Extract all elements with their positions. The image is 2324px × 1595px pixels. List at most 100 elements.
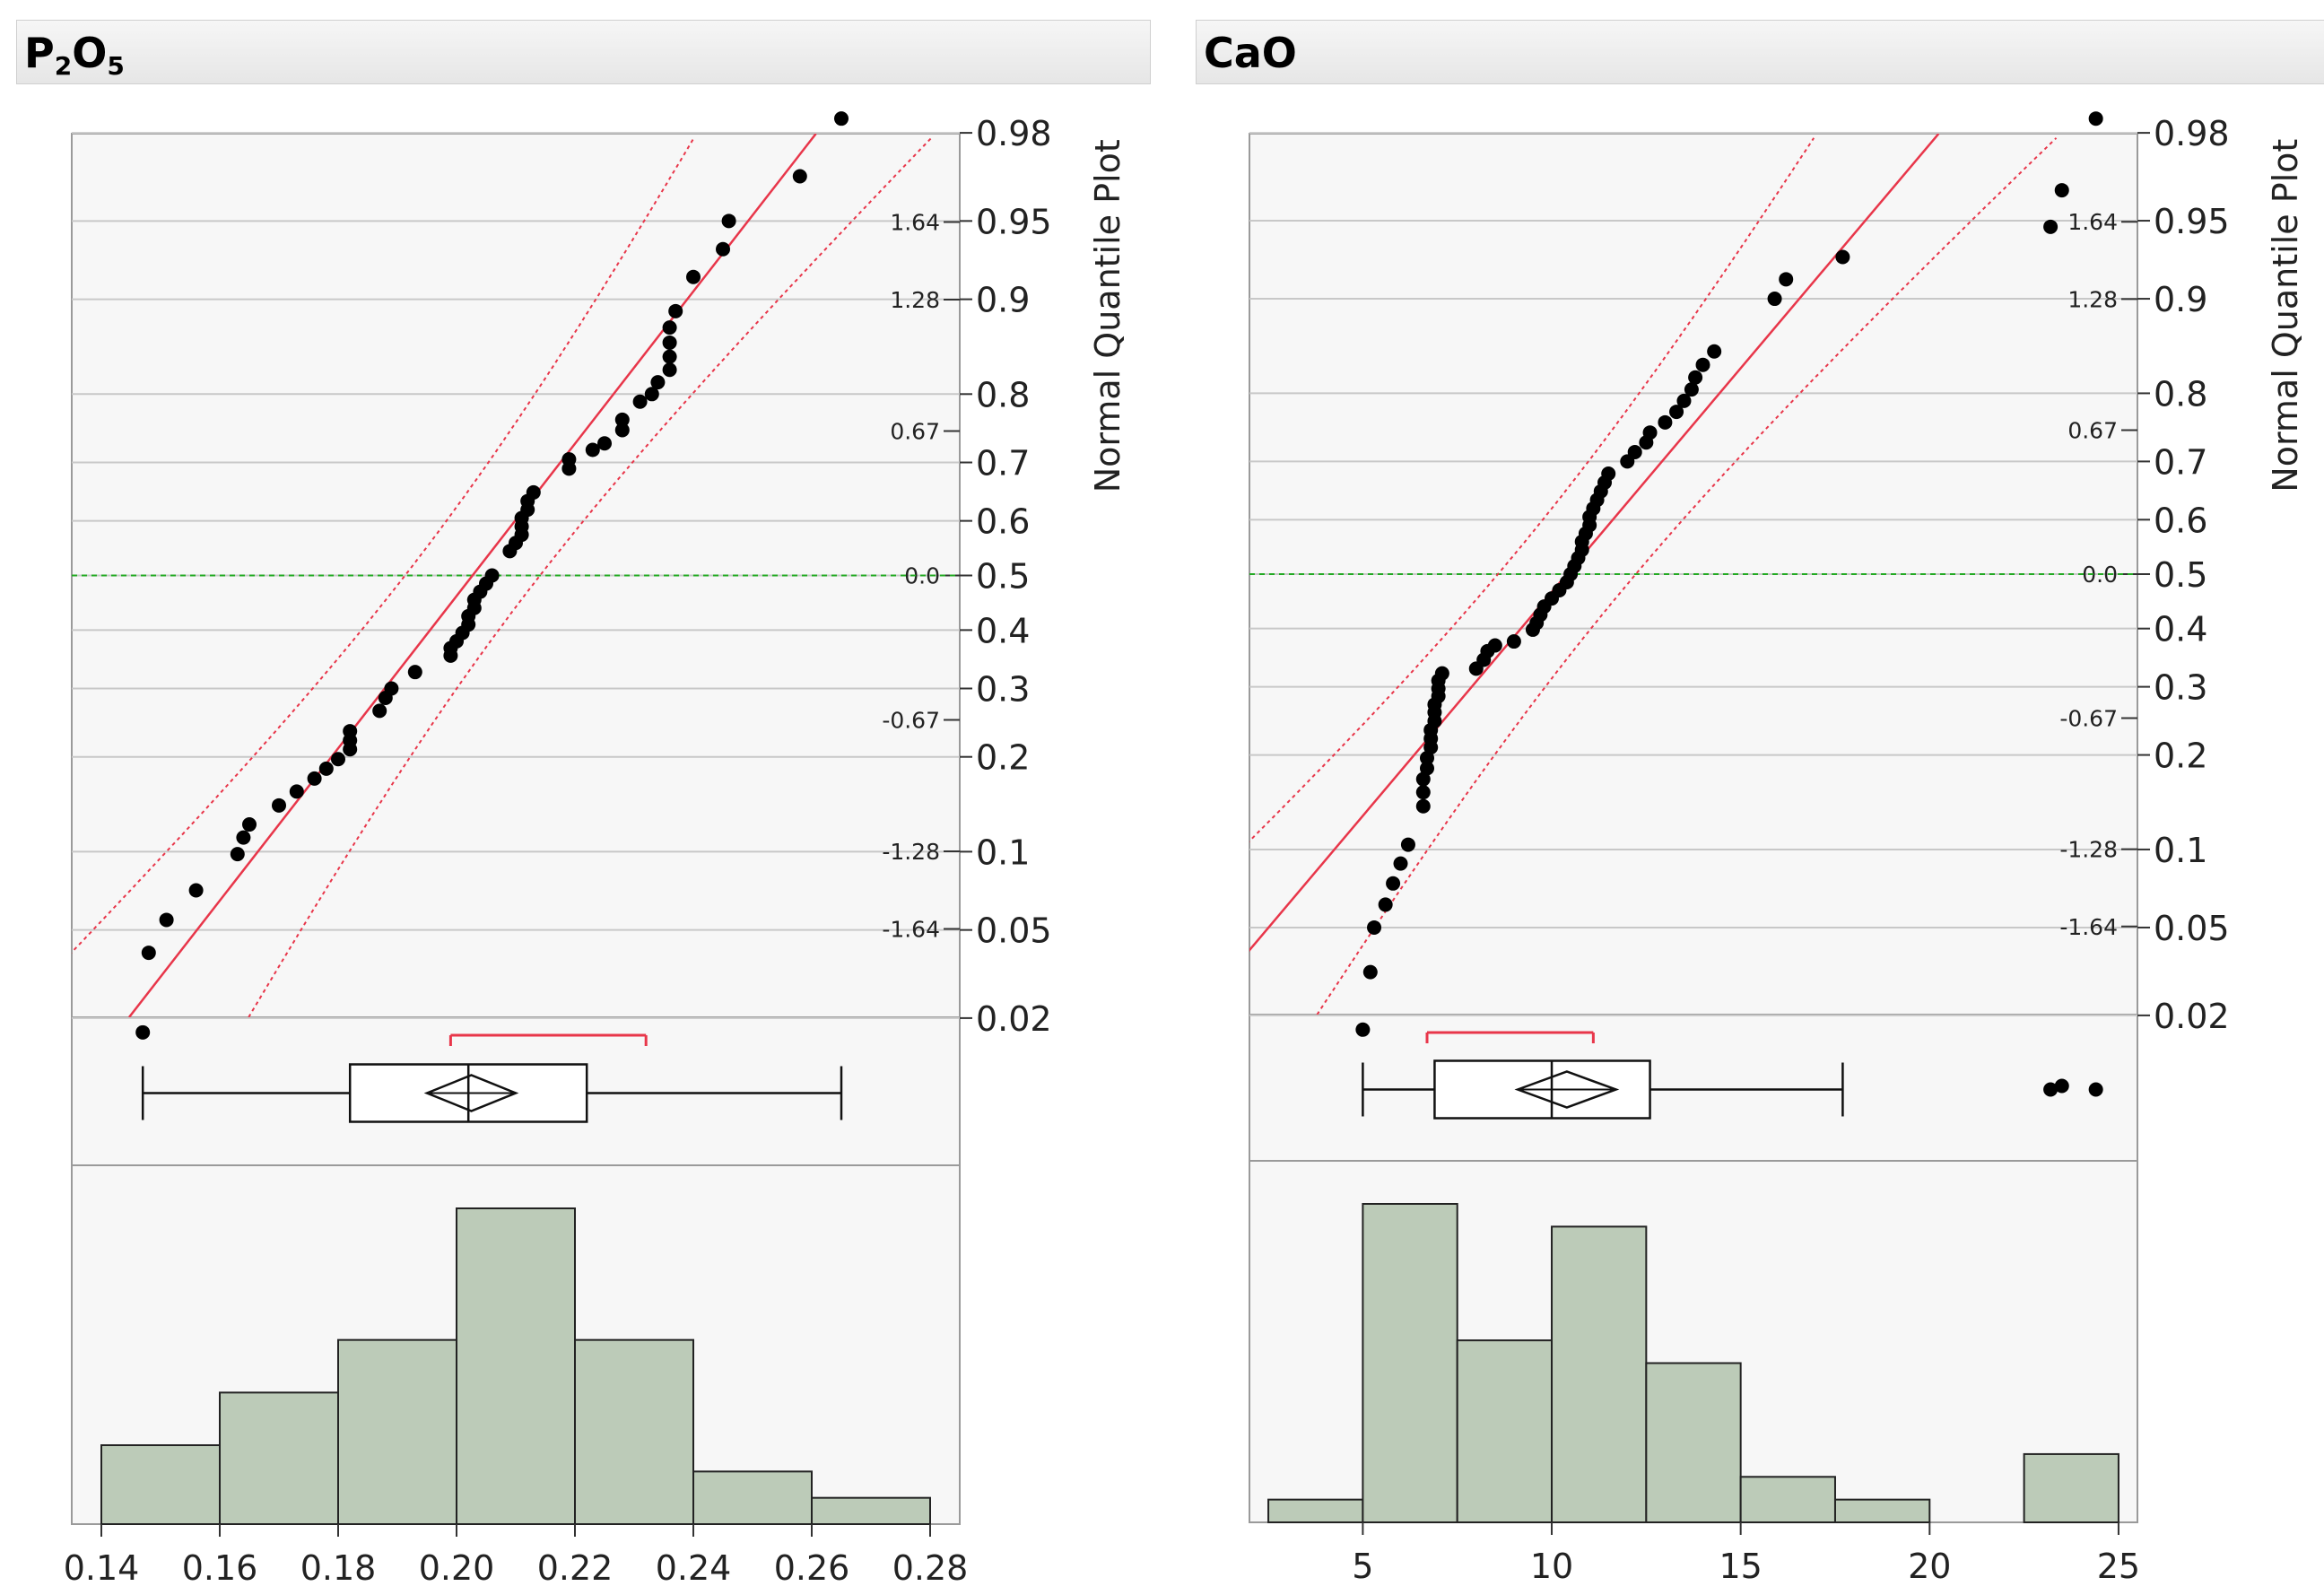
quantile-point bbox=[407, 665, 422, 680]
quantile-point bbox=[372, 703, 387, 719]
quantile-point bbox=[526, 484, 541, 500]
quantile-point bbox=[597, 436, 612, 451]
quantile-point bbox=[1642, 425, 1658, 440]
histogram-bar bbox=[456, 1207, 576, 1525]
prob-tick-label: 0.3 bbox=[2154, 668, 2207, 708]
quantile-point bbox=[1658, 414, 1673, 430]
x-axis-tick-label: 0.26 bbox=[774, 1548, 850, 1588]
histogram-bar bbox=[1362, 1203, 1458, 1523]
prob-tick-label: 0.05 bbox=[976, 911, 1052, 951]
x-axis-tick-label: 0.22 bbox=[537, 1548, 614, 1588]
prob-tick-label: 0.8 bbox=[976, 375, 1030, 414]
x-axis-tick-label: 0.16 bbox=[182, 1548, 258, 1588]
prob-tick-label: 0.1 bbox=[976, 832, 1030, 872]
x-axis-tick-label: 0.14 bbox=[64, 1548, 140, 1588]
quantile-point bbox=[343, 724, 358, 739]
histogram-bar bbox=[1267, 1498, 1364, 1523]
p2o5-title: P2O5 bbox=[24, 29, 125, 81]
z-tick-label: -1.64 bbox=[882, 917, 940, 943]
quantile-point bbox=[644, 387, 659, 402]
prob-tick-label: 0.05 bbox=[2154, 909, 2230, 948]
prob-tick-label: 0.6 bbox=[2154, 501, 2207, 540]
x-axis-tick-label: 25 bbox=[2097, 1547, 2140, 1586]
quantile-point bbox=[585, 442, 600, 458]
z-tick-label: -0.67 bbox=[882, 707, 940, 733]
quantile-point bbox=[2054, 183, 2069, 198]
x-axis-tick-label: 5 bbox=[1352, 1547, 1373, 1586]
quantile-point bbox=[1835, 249, 1850, 265]
prob-tick-label: 0.5 bbox=[976, 557, 1030, 597]
quantile-point bbox=[1378, 897, 1393, 912]
x-axis-tick-label: 10 bbox=[1530, 1547, 1573, 1586]
quantile-point bbox=[632, 394, 648, 409]
quantile-point bbox=[135, 1024, 151, 1040]
p2o5-chart: 0.98 0.95 0.9 0.8 0.7 0.6 0.5 0.4 0.3 0.2 0.1 0.05 0… bbox=[64, 111, 1127, 1588]
histogram-bar bbox=[1645, 1362, 1742, 1523]
quantile-point bbox=[1669, 405, 1684, 420]
x-axis-tick-label: 0.24 bbox=[656, 1548, 732, 1588]
confidence-band bbox=[72, 137, 695, 954]
quantile-point bbox=[2088, 111, 2103, 126]
quantile-point bbox=[331, 752, 345, 767]
quantile-point bbox=[1355, 1022, 1371, 1037]
prob-tick-label: 0.5 bbox=[2154, 555, 2207, 595]
quantile-point bbox=[1695, 357, 1710, 372]
prob-tick-label: 0.98 bbox=[976, 114, 1052, 153]
quantile-plot-axis-label: Normal Quantile Plot bbox=[1088, 139, 1127, 492]
histogram-bar bbox=[337, 1338, 457, 1525]
z-tick-label: 1.64 bbox=[2067, 209, 2118, 235]
quantile-point bbox=[1601, 466, 1616, 481]
quantile-point bbox=[307, 771, 322, 786]
prob-tick-label: 0.1 bbox=[2154, 831, 2207, 870]
p2o5-header[interactable]: P2O5 bbox=[16, 20, 1151, 84]
histogram-bar bbox=[1739, 1476, 1836, 1524]
quantile-point bbox=[1487, 638, 1502, 653]
prob-tick-label: 0.2 bbox=[976, 738, 1030, 778]
z-tick-label: -0.67 bbox=[2059, 705, 2118, 731]
quantile-point bbox=[242, 817, 257, 832]
prob-tick-label: 0.3 bbox=[976, 669, 1030, 709]
quantile-point bbox=[1627, 444, 1642, 459]
quantile-point bbox=[1434, 666, 1449, 681]
quantile-point bbox=[484, 568, 500, 583]
prob-tick-label: 0.98 bbox=[2154, 114, 2230, 153]
box-plot-frame bbox=[1249, 1014, 2138, 1162]
quantile-point bbox=[792, 169, 807, 184]
prob-tick-label: 0.4 bbox=[2154, 610, 2207, 649]
cao-panel: CaO 0.98 0.95 0.9 0.8 0.7 0.6 0.5 0.4 0.3 0.2 0.1 0… bbox=[1196, 20, 2324, 1586]
histogram-bar bbox=[692, 1470, 813, 1526]
quantile-point bbox=[1707, 344, 1722, 359]
histogram-bar bbox=[2023, 1452, 2119, 1524]
quantile-point bbox=[318, 761, 334, 776]
prob-tick-label: 0.6 bbox=[976, 502, 1030, 542]
prob-tick-label: 0.95 bbox=[976, 202, 1052, 241]
quantile-point bbox=[384, 681, 399, 696]
quantile-point bbox=[2043, 219, 2059, 234]
quantile-point bbox=[236, 830, 251, 845]
quantile-point bbox=[662, 320, 677, 336]
x-axis-tick-label: 0.20 bbox=[419, 1548, 495, 1588]
prob-tick-label: 0.02 bbox=[2154, 997, 2230, 1036]
z-tick-label: -1.28 bbox=[882, 839, 940, 865]
normal-fit-line bbox=[127, 134, 817, 1017]
quantile-point bbox=[1779, 272, 1794, 287]
quantile-point bbox=[686, 269, 701, 284]
p2o5-panel: P2O5 0.98 0.95 0.9 0.8 0.7 0.6 0.5 0.4 0.3 0.2 0.1… bbox=[16, 20, 1151, 1588]
quantile-point bbox=[289, 784, 304, 799]
quantile-point bbox=[188, 883, 204, 898]
quantile-point bbox=[1367, 920, 1382, 935]
quantile-point bbox=[721, 214, 736, 229]
quantile-point bbox=[1415, 798, 1431, 814]
quantile-point bbox=[1415, 785, 1431, 800]
quantile-point bbox=[230, 847, 245, 862]
quantile-point bbox=[1393, 856, 1408, 871]
quantile-plot-axis-label: Normal Quantile Plot bbox=[2266, 139, 2305, 492]
quantile-point bbox=[716, 241, 730, 257]
quantile-point bbox=[1400, 837, 1415, 852]
prob-tick-label: 0.2 bbox=[2154, 736, 2207, 776]
quantile-point bbox=[834, 111, 849, 126]
quantile-point bbox=[662, 362, 677, 378]
cao-header[interactable]: CaO bbox=[1196, 20, 2324, 84]
confidence-band bbox=[248, 137, 933, 1017]
z-tick-label: -1.64 bbox=[2059, 914, 2118, 940]
